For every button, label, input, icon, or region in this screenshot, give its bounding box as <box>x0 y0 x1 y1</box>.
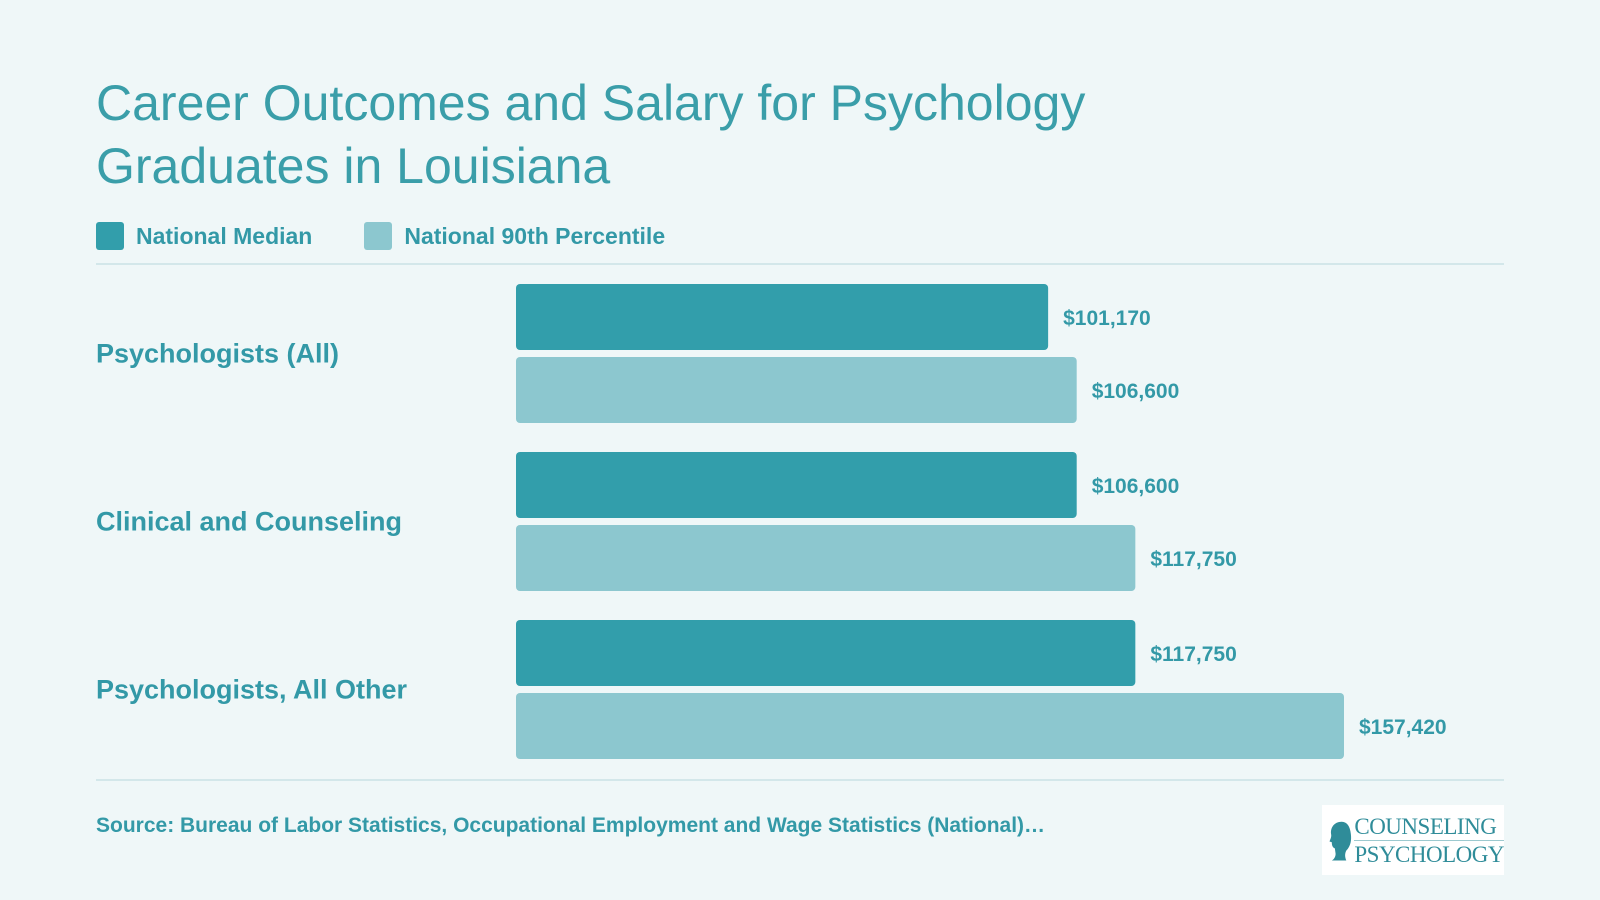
legend-swatch-median <box>96 222 124 250</box>
source-note: Source: Bureau of Labor Statistics, Occu… <box>96 814 1046 837</box>
chart-title: Career Outcomes and Salary for Psycholog… <box>96 72 1246 198</box>
chart-title-line-1: Career Outcomes and Salary for Psycholog… <box>96 75 1086 131</box>
chart-title-line-2: Graduates in Louisiana <box>96 138 611 194</box>
value-label-clinical-and-counseling-90th: $117,750 <box>1150 548 1236 571</box>
logo: COUNSELING PSYCHOLOGY <box>1322 805 1504 875</box>
value-label-clinical-and-counseling-median: $106,600 <box>1092 475 1180 498</box>
bar-psychologists-all-median <box>516 284 1049 350</box>
legend: National Median National 90th Percentile <box>96 222 717 250</box>
legend-label-median: National Median <box>136 222 313 249</box>
logo-text-counseling: COUNSELING <box>1354 813 1497 839</box>
legend-item-90th: National 90th Percentile <box>364 222 665 250</box>
bottom-divider <box>96 779 1504 781</box>
legend-swatch-90th <box>364 222 393 250</box>
category-label-psychologists-all: Psychologists (All) <box>96 339 339 369</box>
value-label-psychologists-all-median: $101,170 <box>1063 307 1151 330</box>
legend-item-median: National Median <box>96 222 312 250</box>
legend-label-90th: National 90th Percentile <box>404 222 666 249</box>
bar-psychologists-all-other-90th <box>516 693 1344 759</box>
value-label-psychologists-all-90th: $106,600 <box>1092 380 1180 403</box>
bar-psychologists-all-90th <box>516 357 1077 423</box>
bar-clinical-and-counseling-median <box>516 452 1077 518</box>
bar-clinical-and-counseling-90th <box>516 525 1136 591</box>
category-label-psychologists-all-other: Psychologists, All Other <box>96 675 408 705</box>
bar-psychologists-all-other-median <box>516 620 1136 686</box>
category-label-clinical-and-counseling: Clinical and Counseling <box>96 507 402 537</box>
logo-text-psychology: PSYCHOLOGY <box>1354 839 1504 867</box>
head-silhouette-icon <box>1329 821 1352 861</box>
top-divider <box>96 263 1504 265</box>
value-label-psychologists-all-other-90th: $157,420 <box>1359 716 1447 739</box>
value-label-psychologists-all-other-median: $117,750 <box>1150 643 1236 666</box>
